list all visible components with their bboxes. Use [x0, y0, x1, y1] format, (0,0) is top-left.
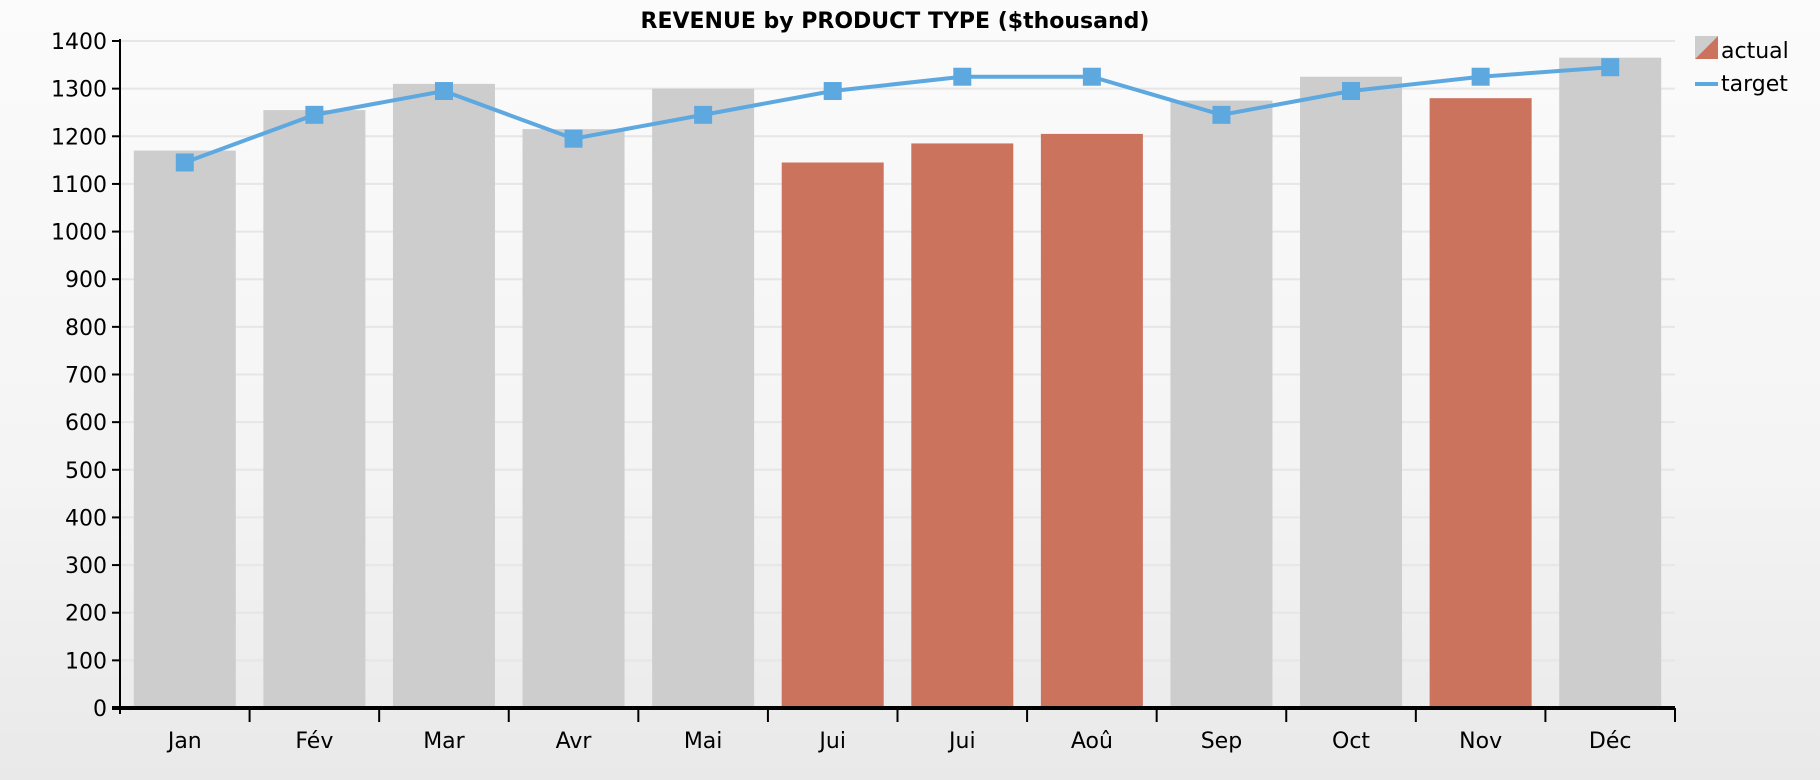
y-tick-label: 800: [65, 316, 107, 341]
legend-actual-swatch-red: [1695, 36, 1718, 59]
y-tick-label: 200: [65, 602, 107, 627]
x-tick-label: Déc: [1589, 729, 1632, 754]
bar-actual-8: [1170, 100, 1273, 706]
x-tick-label: Avr: [556, 729, 593, 754]
target-marker-4: [694, 105, 713, 124]
bar-actual-3: [522, 129, 625, 706]
target-marker-0: [175, 153, 194, 172]
bar-actual-10: [1429, 98, 1532, 706]
target-marker-11: [1601, 58, 1620, 77]
legend: actual target: [1695, 36, 1789, 97]
bar-actual-6: [911, 143, 1014, 707]
x-tick-label: Aoû: [1071, 729, 1113, 754]
target-marker-10: [1471, 67, 1490, 86]
bar-actual-5: [781, 162, 884, 707]
target-marker-6: [953, 67, 972, 86]
x-tick-label: Oct: [1332, 729, 1370, 754]
target-marker-8: [1212, 105, 1231, 124]
x-tick-label: Jan: [166, 729, 202, 754]
y-tick-label: 0: [93, 697, 107, 722]
y-tick-label: 500: [65, 459, 107, 484]
legend-actual-label: actual: [1721, 39, 1789, 64]
target-marker-2: [434, 82, 453, 101]
x-tick-label: Fév: [295, 729, 333, 754]
bar-actual-0: [133, 150, 236, 707]
legend-target-label: target: [1721, 72, 1788, 97]
y-tick-label: 1300: [51, 78, 107, 103]
x-tick-label: Nov: [1459, 729, 1502, 754]
y-tick-label: 600: [65, 411, 107, 436]
chart-title: REVENUE by PRODUCT TYPE ($thousand): [641, 9, 1150, 34]
y-tick-label: 700: [65, 364, 107, 389]
x-tick-label: Sep: [1201, 729, 1242, 754]
y-tick-label: 400: [65, 506, 107, 531]
bar-actual-4: [652, 88, 755, 706]
y-tick-label: 900: [65, 268, 107, 293]
target-marker-9: [1342, 82, 1361, 101]
x-tick-label: Mar: [423, 729, 465, 754]
y-tick-label: 300: [65, 554, 107, 579]
x-tick-label: Jui: [817, 729, 846, 754]
bar-actual-1: [263, 110, 366, 706]
y-tick-label: 1400: [51, 30, 107, 55]
target-line: [184, 65, 1611, 165]
y-tick-label: 100: [65, 649, 107, 674]
bar-actual-7: [1040, 133, 1143, 706]
target-marker-5: [823, 82, 842, 101]
bar-actual-2: [392, 83, 495, 707]
target-marker-1: [305, 105, 324, 124]
y-tick-label: 1100: [51, 173, 107, 198]
x-tick-label: Jui: [947, 729, 976, 754]
target-marker-7: [1082, 67, 1101, 86]
x-tick-label: Mai: [684, 729, 723, 754]
bar-actual-11: [1559, 57, 1662, 707]
y-tick-label: 1200: [51, 125, 107, 150]
bar-actual-9: [1300, 76, 1403, 707]
target-marker-3: [564, 129, 583, 148]
y-tick-label: 1000: [51, 221, 107, 246]
